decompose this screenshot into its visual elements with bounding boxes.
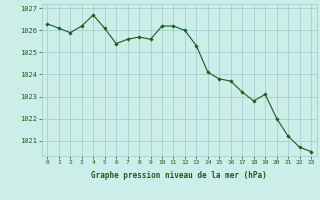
X-axis label: Graphe pression niveau de la mer (hPa): Graphe pression niveau de la mer (hPa) bbox=[91, 171, 267, 180]
